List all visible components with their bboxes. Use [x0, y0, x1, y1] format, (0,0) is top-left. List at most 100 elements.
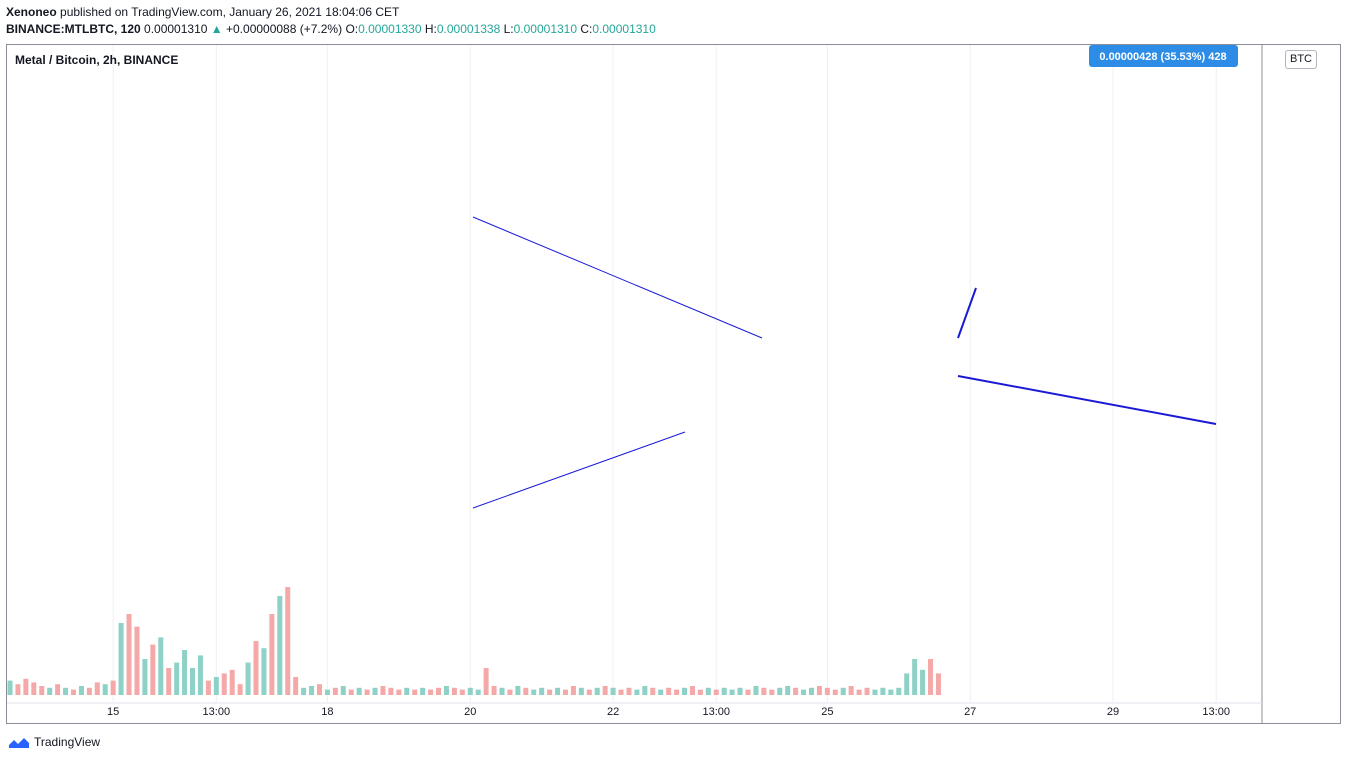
volume-bar — [499, 687, 505, 695]
volume-bar — [245, 662, 251, 695]
volume-bar — [285, 587, 291, 695]
volume-bar — [793, 687, 799, 695]
volume-bar — [213, 677, 219, 695]
volume-bar — [396, 689, 402, 695]
volume-bar — [47, 687, 53, 695]
volume-bar — [261, 648, 267, 695]
volume-bar — [626, 687, 632, 695]
volume-bar — [70, 689, 76, 695]
volume-bar — [689, 686, 695, 695]
volume-bar — [459, 689, 465, 695]
volume-bar — [547, 689, 553, 695]
o-value: 0.00001330 — [358, 22, 422, 36]
publish-text: published on TradingView.com, January 26… — [60, 5, 400, 19]
trendline-upper — [472, 216, 763, 339]
volume-bar — [412, 689, 418, 695]
volume-bar — [507, 689, 513, 695]
volume-bar — [428, 689, 434, 695]
ohlc-line: BINANCE:MTLBTC, 120 0.00001310 ▲ +0.0000… — [6, 22, 656, 36]
last-price: 0.00001310 — [144, 22, 208, 36]
o-label: O: — [345, 22, 359, 36]
volume-bar — [840, 687, 846, 695]
volume-bar — [769, 689, 775, 695]
currency-badge[interactable]: BTC — [1285, 50, 1317, 69]
volume-bar — [55, 684, 61, 695]
volume-bar — [586, 689, 592, 695]
volume-bar — [705, 687, 711, 695]
volume-bar — [920, 669, 926, 695]
volume-bar — [475, 689, 481, 695]
volume-bar — [721, 687, 727, 695]
volume-bar — [642, 686, 648, 695]
volume-bar — [420, 687, 426, 695]
publish-line: Xenoneo published on TradingView.com, Ja… — [6, 5, 399, 19]
volume-bar — [570, 686, 576, 695]
volume-bar — [443, 686, 449, 695]
volume-bar — [912, 659, 918, 695]
volume-bar — [451, 687, 457, 695]
volume-bar — [864, 687, 870, 695]
x-tick-label: 29 — [1107, 706, 1119, 718]
x-tick-label: 13:00 — [1202, 706, 1230, 718]
volume-bar — [404, 687, 410, 695]
volume-bar — [658, 689, 664, 695]
volume-bar — [801, 689, 807, 695]
footer-brand-label: TradingView — [34, 735, 101, 749]
volume-bar — [436, 687, 442, 695]
volume-bar — [682, 687, 688, 695]
volume-bar — [78, 686, 84, 695]
volume-bar — [182, 650, 188, 695]
l-value: 0.00001310 — [513, 22, 578, 36]
volume-bar — [86, 687, 92, 695]
volume-bar — [761, 687, 767, 695]
volume-bar — [229, 669, 235, 695]
volume-bar — [126, 614, 132, 695]
volume-bar — [293, 677, 299, 695]
x-tick-label: 13:00 — [702, 706, 730, 718]
x-tick-label: 20 — [464, 706, 476, 718]
volume-bar — [364, 689, 370, 695]
volume-bar — [197, 655, 203, 695]
volume-bar — [729, 689, 735, 695]
volume-bar — [531, 689, 537, 695]
volume-bar — [372, 687, 378, 695]
volume-bar — [745, 689, 751, 695]
volume-bar — [856, 689, 862, 695]
volume-bar — [134, 626, 140, 695]
volume-bar — [205, 680, 211, 695]
volume-bar — [928, 659, 934, 695]
volume-bar — [380, 686, 386, 695]
volume-bar — [301, 687, 307, 695]
volume-bar — [816, 686, 822, 695]
volume-bar — [785, 686, 791, 695]
volume-bar — [610, 687, 616, 695]
h-label: H: — [424, 22, 437, 36]
trendline-short — [957, 287, 977, 339]
volume-bar — [602, 686, 608, 695]
x-tick-label: 18 — [321, 706, 333, 718]
volume-bar — [539, 687, 545, 695]
x-tick-label: 13:00 — [203, 706, 231, 718]
volume-bar — [356, 687, 362, 695]
x-tick-label: 15 — [107, 706, 119, 718]
volume-bar — [808, 687, 814, 695]
volume-bar — [872, 689, 878, 695]
volume-bar — [650, 687, 656, 695]
volume-bar — [697, 689, 703, 695]
volume-bar — [316, 684, 322, 695]
volume-bar — [340, 686, 346, 695]
volume-bar — [39, 686, 45, 695]
footer-brand[interactable]: TradingView — [8, 735, 100, 749]
volume-bar — [253, 641, 259, 695]
volume-bar — [110, 680, 116, 695]
symbol-line: BINANCE:MTLBTC, 120 — [6, 22, 141, 36]
volume-bar — [618, 689, 624, 695]
volume-bar — [515, 686, 521, 695]
volume-bar — [174, 662, 180, 695]
volume-bar — [332, 687, 338, 695]
volume-bar — [491, 686, 497, 695]
volume-bar — [832, 689, 838, 695]
volume-bar — [15, 684, 21, 695]
l-label: L: — [503, 22, 514, 36]
